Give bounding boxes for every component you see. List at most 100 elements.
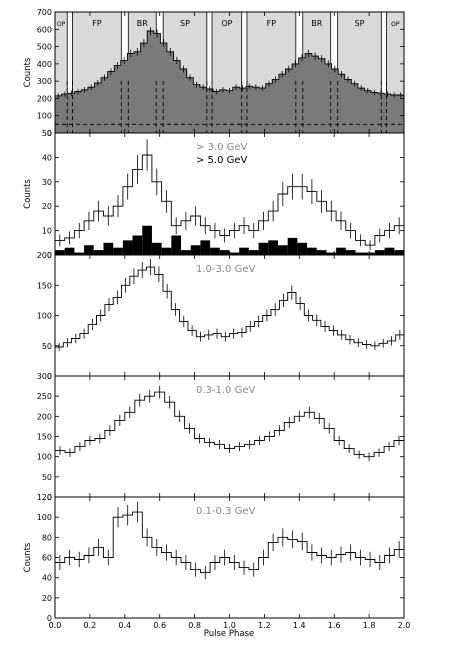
bar <box>258 242 269 255</box>
bar <box>326 252 337 255</box>
bar <box>74 252 85 255</box>
bar <box>394 250 404 255</box>
y-tick-label: 100 <box>37 453 52 462</box>
y-axis-label: Counts <box>23 57 33 87</box>
bar <box>316 250 327 255</box>
x-tick-label: 1.6 <box>328 621 341 630</box>
bar <box>64 247 75 255</box>
y-tick-label: 300 <box>37 77 52 86</box>
bar <box>142 225 152 255</box>
phase-band-label: SP <box>355 19 365 28</box>
y-tick-label: 40 <box>42 153 52 162</box>
bar <box>151 242 162 255</box>
bar <box>374 250 385 255</box>
y-tick-label: 0 <box>47 251 52 260</box>
y-tick-label: 400 <box>37 60 52 69</box>
bar <box>210 247 220 255</box>
bar <box>384 247 395 255</box>
x-tick-label: 0.4 <box>118 621 131 630</box>
panels: OP FP BR SP OP FP BR SP OP0100200300400500600700… <box>23 8 405 623</box>
energy-label: 0.1-0.3 GeV <box>196 506 255 517</box>
bar <box>171 235 182 255</box>
series-line <box>55 266 404 348</box>
y-tick-label: 100 <box>37 112 52 121</box>
phase-band-label: BR <box>137 19 148 28</box>
bar <box>229 252 240 255</box>
y-tick-label: 0 <box>47 372 52 381</box>
y-tick-label: 50 <box>42 129 52 138</box>
energy-label: 1.0-3.0 GeV <box>196 264 255 275</box>
bar <box>132 235 143 255</box>
panel-2: 0 10 20 30 40 50 Counts > 3.0 GeV > 5.0 GeV <box>23 129 405 260</box>
phase-band-label: OP <box>221 19 232 28</box>
y-axis-label: Counts <box>23 179 33 209</box>
y-tick-label: 700 <box>37 8 52 17</box>
y-tick-label: 200 <box>37 412 52 421</box>
bar <box>365 252 375 255</box>
y-tick-label: 0 <box>47 493 52 502</box>
bar <box>248 250 259 255</box>
bar <box>307 247 317 255</box>
bar <box>345 250 356 255</box>
y-tick-label: 200 <box>37 251 52 260</box>
bar <box>122 240 133 255</box>
series-line <box>55 154 404 246</box>
bar <box>287 237 298 255</box>
y-tick-label: 100 <box>37 513 52 522</box>
x-tick-label: 0.2 <box>84 621 97 630</box>
x-tick-label: 0.8 <box>188 621 201 630</box>
y-tick-label: 40 <box>42 574 52 583</box>
phase-band-label: OP <box>57 21 66 28</box>
y-tick-label: 600 <box>37 25 52 34</box>
phase-band-label: FP <box>92 19 102 28</box>
phase-band-label: SP <box>180 19 190 28</box>
phase-band-label: OP <box>391 21 400 28</box>
x-tick-label: 0.0 <box>49 621 62 630</box>
y-tick-label: 20 <box>42 594 52 603</box>
bar <box>297 242 308 255</box>
panel-4: 0 50 100 150 200 250 300 0.3-1.0 GeV <box>37 372 405 502</box>
x-tick-label: 2.0 <box>398 621 411 630</box>
bar <box>336 247 346 255</box>
energy-label: > 5.0 GeV <box>196 155 248 166</box>
bar <box>355 252 366 255</box>
y-tick-label: 80 <box>42 533 52 542</box>
panel-5: 0 20 40 60 80 100 120 Counts 0.1-0.3 GeV <box>23 493 405 623</box>
bar <box>181 250 191 255</box>
y-tick-label: 100 <box>37 312 52 321</box>
y-tick-label: 0 <box>47 129 52 138</box>
energy-label: > 3.0 GeV <box>196 142 248 153</box>
y-tick-label: 30 <box>42 178 52 187</box>
y-tick-label: 50 <box>42 473 52 482</box>
bar <box>113 247 123 255</box>
y-tick-label: 150 <box>37 281 52 290</box>
bar <box>268 240 278 255</box>
panel-1: OP FP BR SP OP FP BR SP OP 0 100 200 300 400 500 600 700… <box>23 8 405 138</box>
phase-band-label: FP <box>267 19 277 28</box>
bar <box>277 245 288 255</box>
x-tick-label: 1.2 <box>258 621 271 630</box>
bar <box>219 250 230 255</box>
bar <box>103 242 114 255</box>
series-line <box>55 30 404 97</box>
y-tick-label: 120 <box>37 493 52 502</box>
x-axis: 0.0 0.2 0.4 0.6 0.8 1.0 1.2 1.4 1.6 1.8 2.0 <box>49 621 411 630</box>
panel-3: 0 50 100 150 200 1.0-3.0 GeV <box>37 251 405 381</box>
series-line <box>55 511 404 574</box>
y-tick-label: 200 <box>37 94 52 103</box>
y-tick-label: 150 <box>37 433 52 442</box>
y-tick-label: 0 <box>47 614 52 623</box>
y-tick-label: 500 <box>37 43 52 52</box>
x-tick-label: 1.0 <box>223 621 236 630</box>
x-axis-label: Pulse Phase <box>204 629 254 639</box>
y-tick-label: 60 <box>42 554 52 563</box>
bar <box>55 250 65 255</box>
x-tick-label: 0.6 <box>153 621 166 630</box>
bar <box>161 247 172 255</box>
y-tick-label: 300 <box>37 372 52 381</box>
bar <box>200 240 211 255</box>
x-tick-label: 1.8 <box>363 621 376 630</box>
energy-label: 0.3-1.0 GeV <box>196 385 255 396</box>
bar <box>190 245 201 255</box>
